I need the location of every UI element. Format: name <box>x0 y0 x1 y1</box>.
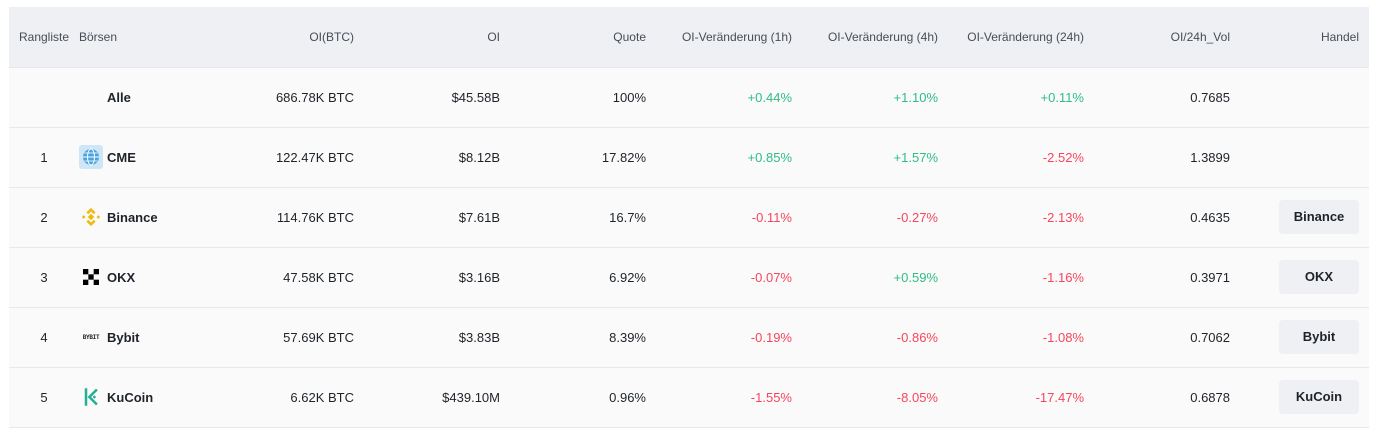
trade-cell <box>1230 127 1369 187</box>
oi-vol-cell: 0.4635 <box>1190 209 1230 225</box>
trade-cell: KuCoin <box>1230 367 1369 427</box>
binance-logo-icon <box>79 205 103 229</box>
header-trade: Handel <box>1320 29 1359 44</box>
rank-cell <box>9 67 79 127</box>
oi-btc-cell: 122.47K BTC <box>275 149 354 165</box>
rank-cell: 1 <box>40 149 48 165</box>
trade-binance-button[interactable]: Binance <box>1279 200 1359 234</box>
trade-cell: Binance <box>1230 187 1369 247</box>
exchange-cell: OKX <box>79 265 229 289</box>
open-interest-table-wrapper: Rangliste Börsen OI(BTC) OI Quote OI-Ver… <box>9 7 1369 428</box>
change-1h-cell: -0.07% <box>750 269 792 285</box>
share-cell: 0.96% <box>609 389 646 405</box>
change-4h-cell: -0.27% <box>896 209 938 225</box>
change-24h-cell: -17.47% <box>1035 389 1084 405</box>
trade-cell: Bybit <box>1230 307 1369 367</box>
exchange-name: Alle <box>107 89 131 105</box>
share-cell: 16.7% <box>609 209 646 225</box>
change-4h-cell: +1.57% <box>893 149 938 165</box>
change-24h-cell: +0.11% <box>1040 89 1085 105</box>
header-change-4h[interactable]: OI-Veränderung (4h) <box>827 29 938 44</box>
oi-vol-cell: 0.6878 <box>1190 389 1230 405</box>
oi-btc-cell: 114.76K BTC <box>276 209 354 225</box>
change-1h-cell: -0.19% <box>750 329 792 345</box>
share-cell: 8.39% <box>609 329 646 345</box>
table-header-row: Rangliste Börsen OI(BTC) OI Quote OI-Ver… <box>9 7 1369 67</box>
change-4h-cell: -0.86% <box>896 329 938 345</box>
bybit-logo-icon: BYBIT <box>82 333 100 341</box>
exchange-cell: Alle <box>79 85 229 109</box>
change-24h-cell: -1.16% <box>1042 269 1084 285</box>
header-share[interactable]: Quote <box>613 29 646 44</box>
oi-cell: $3.16B <box>458 269 500 285</box>
oi-btc-cell: 47.58K BTC <box>283 269 354 285</box>
trade-bybit-button[interactable]: Bybit <box>1279 320 1359 354</box>
header-exchange: Börsen <box>79 29 118 44</box>
exchange-name: Bybit <box>107 329 140 345</box>
change-4h-cell: +1.10% <box>893 89 938 105</box>
table-row: 4 BYBIT Bybit 57.69K BTC $3.83B 8.39% -0… <box>9 307 1369 367</box>
exchange-cell: KuCoin <box>79 385 229 409</box>
change-1h-cell: +0.85% <box>747 149 792 165</box>
trade-kucoin-button[interactable]: KuCoin <box>1279 380 1359 414</box>
exchange-name: KuCoin <box>107 389 154 405</box>
table-row: Alle 686.78K BTC $45.58B 100% +0.44% +1.… <box>9 67 1369 127</box>
trade-cell <box>1230 67 1369 127</box>
header-oi-btc[interactable]: OI(BTC) <box>309 29 354 44</box>
change-24h-cell: -2.52% <box>1042 149 1084 165</box>
trade-cell: OKX <box>1230 247 1369 307</box>
change-1h-cell: +0.44% <box>747 89 792 105</box>
header-rank[interactable]: Rangliste <box>18 29 70 44</box>
rank-cell: 3 <box>40 269 48 285</box>
kucoin-logo-icon <box>79 385 103 409</box>
exchange-cell: BYBIT Bybit <box>79 325 229 349</box>
oi-cell: $439.10M <box>442 389 500 405</box>
change-1h-cell: -1.55% <box>750 389 792 405</box>
oi-vol-cell: 1.3899 <box>1190 149 1230 165</box>
oi-cell: $7.61B <box>458 209 500 225</box>
okx-logo-icon <box>79 265 103 289</box>
share-cell: 17.82% <box>601 149 646 165</box>
cme-globe-icon <box>79 145 103 169</box>
oi-cell: $8.12B <box>458 149 500 165</box>
oi-btc-cell: 6.62K BTC <box>290 389 354 405</box>
exchange-name: OKX <box>107 269 136 285</box>
exchange-name: CME <box>107 149 136 165</box>
oi-vol-cell: 0.3971 <box>1190 269 1230 285</box>
exchange-name: Binance <box>107 209 158 225</box>
oi-btc-cell: 57.69K BTC <box>283 329 354 345</box>
header-change-1h[interactable]: OI-Veränderung (1h) <box>681 29 792 44</box>
trade-okx-button[interactable]: OKX <box>1279 260 1359 294</box>
change-4h-cell: +0.59% <box>893 269 938 285</box>
share-cell: 6.92% <box>609 269 646 285</box>
change-24h-cell: -2.13% <box>1042 209 1084 225</box>
table-row: 5 KuCoin 6.62K BTC <box>9 367 1369 427</box>
change-1h-cell: -0.11% <box>751 209 792 225</box>
oi-vol-cell: 0.7062 <box>1190 329 1230 345</box>
exchange-cell: Binance <box>79 205 229 229</box>
exchange-cell: CME <box>79 145 229 169</box>
header-oi[interactable]: OI <box>487 29 500 44</box>
oi-cell: $45.58B <box>451 89 500 105</box>
share-cell: 100% <box>612 89 646 105</box>
table-row: 3 OKX <box>9 247 1369 307</box>
header-change-24h[interactable]: OI-Veränderung (24h) <box>967 29 1084 44</box>
oi-cell: $3.83B <box>458 329 500 345</box>
change-4h-cell: -8.05% <box>896 389 938 405</box>
oi-btc-cell: 686.78K BTC <box>275 89 354 105</box>
table-row: 2 Binance <box>9 187 1369 247</box>
rank-cell: 5 <box>40 389 48 405</box>
change-24h-cell: -1.08% <box>1042 329 1084 345</box>
rank-cell: 4 <box>40 329 48 345</box>
header-oi-vol[interactable]: OI/24h_Vol <box>1170 29 1230 44</box>
open-interest-table: Rangliste Börsen OI(BTC) OI Quote OI-Ver… <box>9 7 1369 428</box>
oi-vol-cell: 0.7685 <box>1190 89 1230 105</box>
rank-cell: 2 <box>40 209 48 225</box>
table-row: 1 CME 122.47K <box>9 127 1369 187</box>
